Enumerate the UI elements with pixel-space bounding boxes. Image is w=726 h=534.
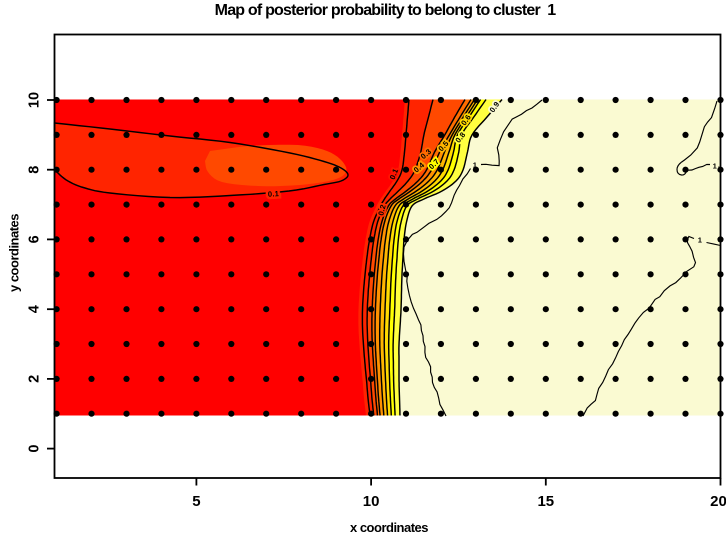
svg-text:1: 1 — [698, 235, 703, 244]
svg-text:10: 10 — [27, 92, 43, 108]
svg-text:1: 1 — [473, 161, 478, 170]
svg-text:5: 5 — [192, 493, 200, 510]
svg-text:15: 15 — [537, 493, 554, 510]
svg-text:4: 4 — [27, 305, 43, 313]
svg-text:0: 0 — [27, 445, 43, 453]
svg-text:20: 20 — [710, 493, 726, 510]
svg-text:0.1: 0.1 — [268, 189, 280, 199]
svg-text:10: 10 — [363, 493, 380, 510]
svg-text:Map of posterior probability t: Map of posterior probability to belong t… — [215, 2, 557, 19]
svg-text:1: 1 — [713, 161, 718, 170]
svg-text:x coordinates: x coordinates — [350, 520, 428, 534]
svg-text:2: 2 — [27, 375, 43, 383]
svg-text:6: 6 — [27, 235, 43, 243]
svg-text:y coordinates: y coordinates — [6, 214, 21, 292]
svg-text:8: 8 — [27, 166, 43, 174]
